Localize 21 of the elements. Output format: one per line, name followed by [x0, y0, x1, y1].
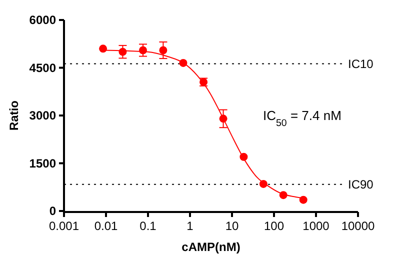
y-tick-label: 6000	[29, 13, 56, 28]
x-axis-title: cAMP(nM)	[182, 240, 240, 254]
x-tick-label: 100	[264, 219, 284, 233]
x-tick-label: 0.1	[140, 219, 157, 233]
ref-line-label: IC10	[348, 56, 374, 71]
y-axis-title: Ratio	[7, 100, 21, 130]
point	[159, 46, 168, 54]
x-tick-label: 10000	[341, 219, 376, 233]
y-tick-label: 3000	[29, 108, 56, 123]
y-tick-label: 0	[49, 204, 56, 218]
point	[299, 196, 308, 204]
x-tick-label: 0.01	[94, 219, 118, 233]
x-tick-label: 0.001	[48, 219, 80, 233]
ref-line-label: IC90	[348, 178, 374, 192]
y-tick-label: 1500	[29, 156, 56, 170]
x-tick-label: 1000	[302, 219, 330, 233]
point	[99, 44, 108, 53]
x-tick-label: 10	[225, 219, 239, 233]
annotation: IC$_{50}$ = 7.4 nM	[263, 108, 342, 129]
x-tick-label: 1	[186, 219, 194, 233]
y-tick-label: 4500	[29, 60, 56, 75]
